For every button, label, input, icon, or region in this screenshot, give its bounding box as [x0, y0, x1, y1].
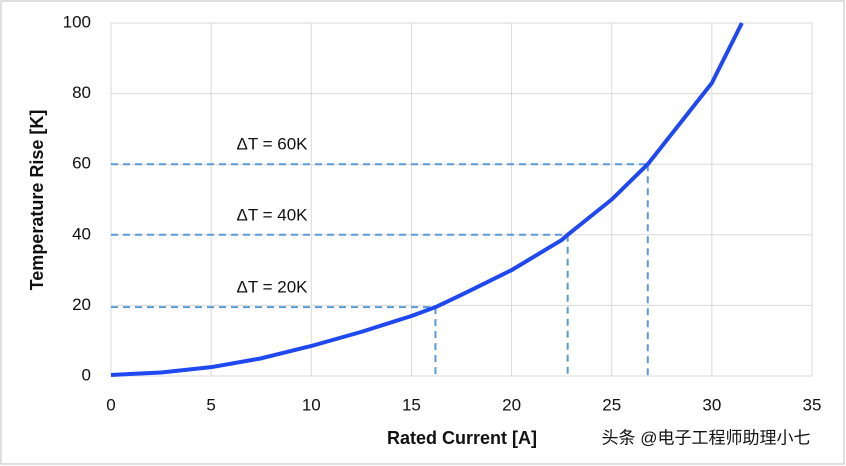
- x-tick-label: 30: [702, 395, 721, 414]
- x-tick-label: 5: [206, 395, 215, 414]
- annotation-label: ΔT = 20K: [236, 278, 308, 297]
- x-tick-label: 15: [402, 395, 421, 414]
- x-tick-label: 10: [302, 395, 321, 414]
- x-tick-label: 0: [106, 395, 115, 414]
- y-tick-label: 20: [72, 295, 91, 314]
- y-tick-label: 0: [82, 365, 91, 384]
- annotation-label: ΔT = 40K: [236, 205, 308, 224]
- data-line: [110, 22, 744, 377]
- x-tick-label: 25: [602, 395, 621, 414]
- y-tick-label: 40: [72, 224, 91, 243]
- y-tick-label: 80: [72, 83, 91, 102]
- y-axis-title: Temperature Rise [K]: [27, 110, 47, 291]
- y-tick-label: 100: [63, 12, 91, 31]
- x-axis-title: Rated Current [A]: [387, 428, 537, 448]
- x-tick-label: 20: [502, 395, 521, 414]
- x-tick-label: 35: [803, 395, 822, 414]
- y-tick-label: 60: [72, 154, 91, 173]
- watermark: 头条 @电子工程师助理小七: [602, 428, 811, 447]
- annotation-label: ΔT = 60K: [236, 135, 308, 154]
